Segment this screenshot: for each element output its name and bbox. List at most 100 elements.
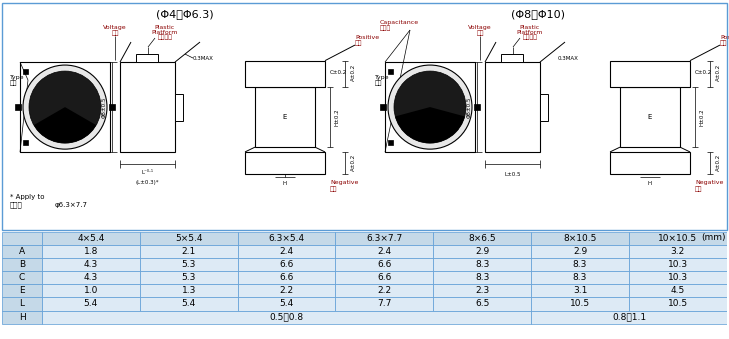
Text: B: B [19,260,25,269]
Text: Type: Type [10,75,25,80]
Bar [42,297,140,311]
Text: 3.1: 3.1 [573,286,588,295]
Text: 8×10.5: 8×10.5 [564,234,597,243]
Text: 电压: 电压 [476,30,484,36]
Circle shape [394,71,466,143]
Bar [502,54,523,62]
Bar [23,140,28,145]
Text: 胶粒基座: 胶粒基座 [157,34,173,40]
Bar [629,232,727,245]
Bar [433,284,531,297]
Text: 6.3×7.7: 6.3×7.7 [366,234,402,243]
Bar [531,232,629,245]
Bar [540,94,548,121]
Text: 2.2: 2.2 [378,286,391,295]
Text: Positive: Positive [355,35,379,40]
Text: 10.3: 10.3 [668,260,688,269]
Bar [610,152,690,174]
Text: ΦB±0.5: ΦB±0.5 [101,96,106,118]
Text: 6.5: 6.5 [475,299,489,308]
Text: 5.4: 5.4 [279,299,294,308]
Bar [140,245,238,258]
Text: 4.3: 4.3 [84,260,98,269]
Bar [140,258,238,271]
Circle shape [23,65,107,149]
Bar [140,297,238,311]
Text: 8.3: 8.3 [475,273,489,282]
Bar [531,311,727,324]
Wedge shape [395,107,465,143]
Text: E: E [283,114,287,120]
Bar [433,297,531,311]
Text: 1.8: 1.8 [84,247,98,256]
Bar [120,62,175,152]
Bar [629,258,727,271]
Bar [42,232,140,245]
Bar [2,271,42,284]
Text: 10.5: 10.5 [668,299,688,308]
Bar [474,104,480,110]
Text: 10.5: 10.5 [570,299,590,308]
Text: C: C [19,273,26,282]
Text: 1.0: 1.0 [84,286,98,295]
Text: A±0.2: A±0.2 [715,154,720,172]
Bar [335,258,433,271]
Text: 5.4: 5.4 [84,299,98,308]
Bar [255,87,315,147]
Bar [42,311,531,324]
Text: A±0.2: A±0.2 [351,64,356,81]
Text: L: L [20,299,25,308]
Text: Plastic: Plastic [155,24,175,29]
Text: 2.4: 2.4 [378,247,391,256]
Bar [20,62,110,152]
Text: φ6.3×7.7: φ6.3×7.7 [55,202,88,208]
Bar [335,245,433,258]
Text: * Apply to: * Apply to [10,194,44,200]
Bar [335,284,433,297]
Text: 型号: 型号 [375,80,383,86]
Bar [140,232,238,245]
Bar [15,104,21,110]
Bar [2,258,42,271]
Text: 2.3: 2.3 [475,286,489,295]
Text: 16V: 16V [58,113,76,122]
Bar [433,232,531,245]
Text: H±0.2: H±0.2 [700,108,704,126]
Bar [531,258,629,271]
Text: Platform: Platform [152,29,178,35]
Text: Negative: Negative [330,180,359,185]
Bar [531,284,629,297]
Text: 5.3: 5.3 [182,273,196,282]
Bar [620,87,680,147]
Bar [109,104,115,110]
Text: 适用于: 适用于 [10,202,23,208]
Text: 470: 470 [424,103,440,112]
Text: 电压: 电压 [112,30,119,36]
Bar [245,61,325,87]
Bar [335,271,433,284]
Bar [335,232,433,245]
Bar [485,62,540,152]
Text: 4.3: 4.3 [84,273,98,282]
Text: 16V: 16V [424,113,441,122]
Bar [2,284,42,297]
Text: 0.3MAX: 0.3MAX [558,56,579,61]
Text: 2.4: 2.4 [279,247,294,256]
Text: VET: VET [58,93,76,102]
Text: (Φ8～Φ10): (Φ8～Φ10) [511,9,565,19]
Text: 10.3: 10.3 [668,273,688,282]
Text: 100: 100 [58,103,76,112]
Text: 5.4: 5.4 [182,299,196,308]
Text: 2.1: 2.1 [182,247,196,256]
Text: Voltage: Voltage [468,24,492,29]
Bar [2,245,42,258]
Text: 2.9: 2.9 [475,247,489,256]
Bar [42,284,140,297]
Text: 5.3: 5.3 [182,260,196,269]
Bar [385,62,475,152]
Text: C±0.2: C±0.2 [695,70,712,75]
Text: 6.6: 6.6 [279,260,294,269]
Text: C±0.2: C±0.2 [330,70,347,75]
Bar [238,245,335,258]
Bar [433,245,531,258]
